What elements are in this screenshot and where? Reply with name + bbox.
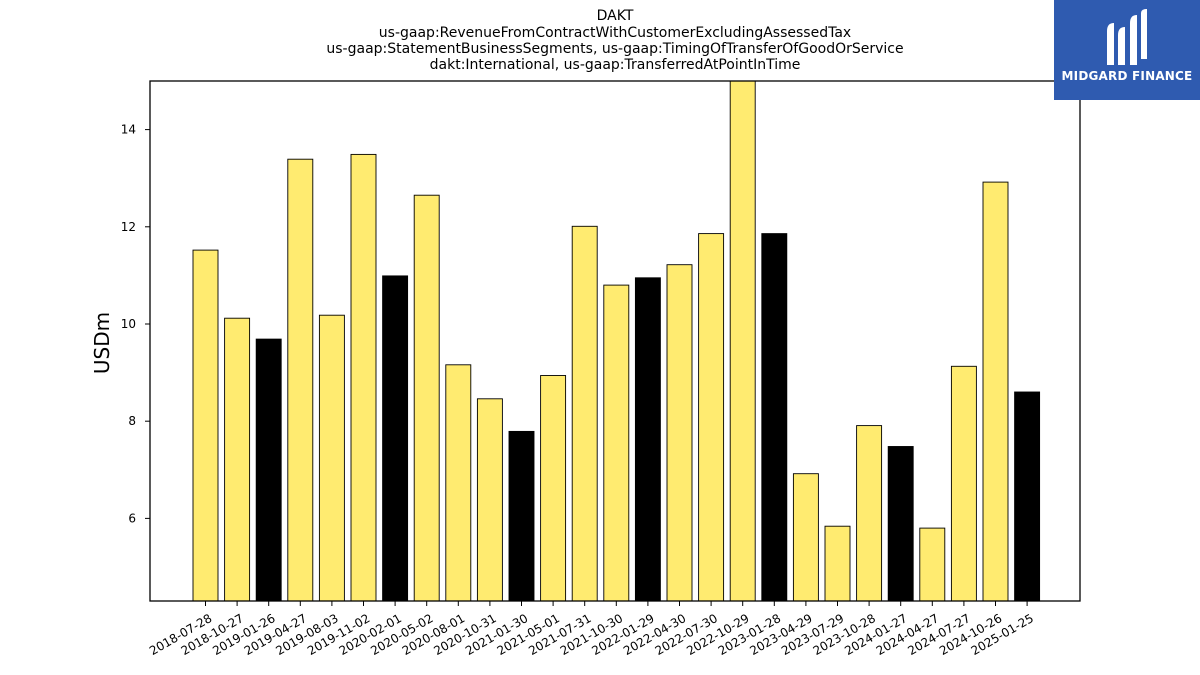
x-axis: 2018-07-282018-10-272019-01-262019-04-27… (147, 601, 1036, 658)
bar-2024-01-27 (887, 446, 914, 602)
bar-2021-10-30 (603, 284, 630, 602)
bar-2019-08-03 (318, 314, 345, 602)
y-tick-label: 14 (121, 123, 136, 137)
bar-2024-10-26 (982, 181, 1009, 602)
y-axis-label: USDm (90, 312, 114, 374)
chart-title-line-1: DAKT (597, 8, 634, 24)
chart-title: DAKT us-gaap:RevenueFromContractWithCust… (326, 8, 903, 73)
bar-2024-04-27 (919, 527, 946, 602)
bar-2020-05-02 (413, 194, 440, 602)
plot-frame (149, 80, 1081, 602)
bars (192, 80, 1041, 602)
y-tick-label: 10 (121, 317, 136, 331)
bar-2022-10-29 (729, 80, 756, 602)
bar-2021-01-30 (508, 430, 535, 602)
y-tick-label: 8 (128, 414, 136, 428)
bar-2021-05-01 (540, 375, 567, 602)
bar-2019-01-26 (255, 338, 282, 602)
bar-2019-04-27 (287, 158, 314, 602)
bar-2024-07-27 (950, 365, 977, 602)
chart-title-line-2: us-gaap:RevenueFromContractWithCustomerE… (379, 25, 851, 41)
bar-2020-08-01 (445, 364, 472, 602)
y-tick-label: 6 (128, 511, 136, 525)
bar-2022-04-30 (666, 264, 693, 602)
bar-2022-07-30 (698, 233, 725, 602)
y-tick-label: 12 (121, 220, 136, 234)
bar-2020-10-31 (476, 398, 503, 602)
chart-title-line-3: us-gaap:StatementBusinessSegments, us-ga… (326, 41, 903, 57)
bar-2023-10-28 (856, 425, 883, 602)
bar-2022-01-29 (634, 277, 661, 602)
bar-2023-04-29 (792, 473, 819, 602)
bar-2019-11-02 (350, 153, 377, 602)
brand-logo: MIDGARD FINANCE (1054, 0, 1200, 100)
bar-2023-01-28 (761, 233, 788, 602)
chart-title-line-4: dakt:International, us-gaap:TransferredA… (430, 57, 801, 73)
brand-name: MIDGARD FINANCE (1061, 69, 1193, 83)
bar-2021-07-31 (571, 225, 598, 602)
bar-2018-10-27 (224, 317, 251, 602)
bar-2025-01-25 (1014, 391, 1041, 602)
y-axis: 6 8 10 12 14 (121, 123, 150, 525)
bar-2018-07-28 (192, 249, 219, 602)
bar-2023-07-29 (824, 525, 851, 602)
midgard-logo-icon (1107, 9, 1147, 65)
bar-2020-02-01 (382, 275, 409, 602)
